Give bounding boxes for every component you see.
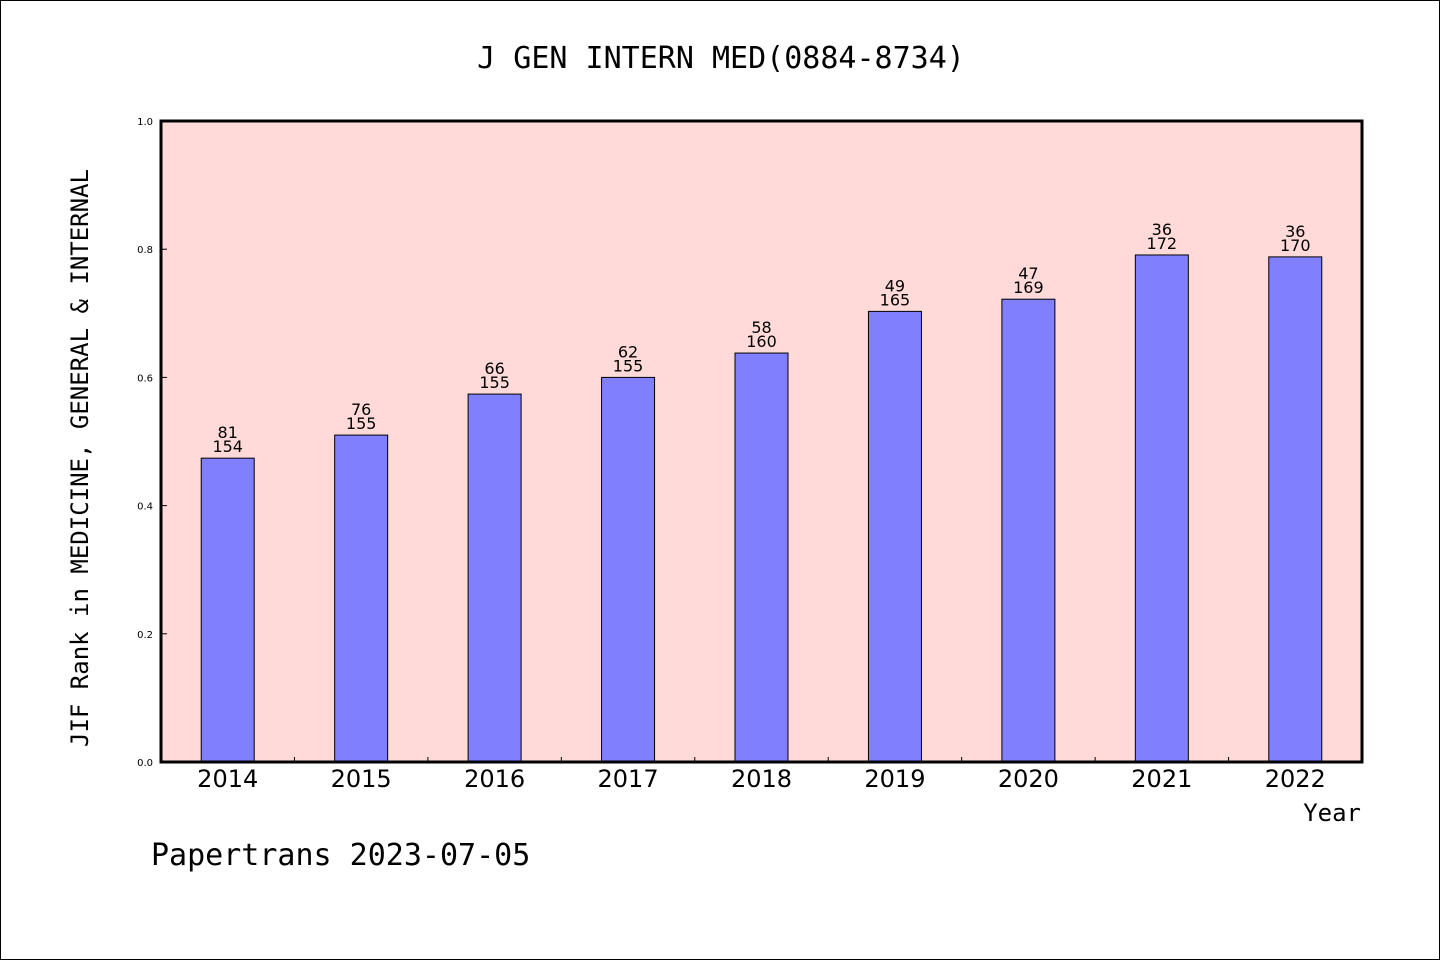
x-axis-title: Year bbox=[1303, 799, 1361, 827]
x-tick-label: 2018 bbox=[731, 765, 792, 793]
x-tick-label: 2015 bbox=[331, 765, 392, 793]
bar-total-label: 160 bbox=[746, 332, 777, 351]
bar-2020 bbox=[1001, 298, 1056, 763]
bar-rank-label: 36 bbox=[1152, 220, 1172, 239]
x-tick-label: 2017 bbox=[598, 765, 659, 793]
y-tick-label: 1.0 bbox=[137, 117, 153, 128]
bar-rank-label: 62 bbox=[618, 342, 638, 361]
bar-2015 bbox=[334, 434, 389, 763]
plot-border bbox=[159, 119, 1364, 764]
chart-title: J GEN INTERN MED(0884-8734) bbox=[477, 41, 965, 76]
bar-total-label: 165 bbox=[880, 290, 911, 309]
bar-2021 bbox=[1134, 254, 1189, 763]
bar-2018 bbox=[734, 352, 789, 763]
bar-2022 bbox=[1268, 256, 1323, 763]
bar-2016 bbox=[467, 393, 522, 763]
y-tick-label: 0.2 bbox=[137, 630, 153, 641]
bar-rank-label: 66 bbox=[484, 359, 504, 378]
bar-rank-label: 47 bbox=[1018, 264, 1038, 283]
bar-rank-label: 36 bbox=[1285, 222, 1305, 241]
bar-total-label: 155 bbox=[479, 373, 510, 392]
x-tick-label: 2019 bbox=[864, 765, 925, 793]
x-tick-label: 2014 bbox=[197, 765, 258, 793]
x-tick-label: 2022 bbox=[1265, 765, 1326, 793]
bar-total-label: 170 bbox=[1280, 236, 1311, 255]
bar-2019 bbox=[867, 310, 922, 763]
bar-rank-label: 58 bbox=[751, 318, 771, 337]
bar-total-label: 169 bbox=[1013, 278, 1044, 297]
bars bbox=[200, 254, 1323, 763]
y-tick-label: 0.8 bbox=[137, 245, 153, 256]
bar-labels: 8115476155661556215558160491654716936172… bbox=[212, 220, 1310, 456]
bar-rank-label: 81 bbox=[218, 423, 238, 442]
bar-rank-label: 49 bbox=[885, 276, 905, 295]
bar-total-label: 155 bbox=[346, 414, 377, 433]
bar-2017 bbox=[601, 376, 656, 763]
bar-total-label: 154 bbox=[212, 437, 243, 456]
x-tick-label: 2021 bbox=[1131, 765, 1192, 793]
bar-2014 bbox=[200, 457, 255, 763]
x-tick-label: 2016 bbox=[464, 765, 525, 793]
bar-total-label: 155 bbox=[613, 356, 644, 375]
footer-credit: Papertrans 2023-07-05 bbox=[151, 838, 530, 873]
y-axis-title: JIF Rank in MEDICINE, GENERAL & INTERNAL bbox=[66, 169, 94, 747]
y-tick-label: 0.0 bbox=[137, 758, 153, 769]
x-axis: 2014 2015 2016 2017 2018 2019 2020 2021 2022 bbox=[197, 757, 1326, 793]
y-tick-label: 0.6 bbox=[137, 373, 153, 384]
x-tick-label: 2020 bbox=[998, 765, 1059, 793]
bar-total-label: 172 bbox=[1147, 234, 1178, 253]
y-tick-label: 0.4 bbox=[137, 502, 153, 513]
bar-rank-label: 76 bbox=[351, 400, 371, 419]
